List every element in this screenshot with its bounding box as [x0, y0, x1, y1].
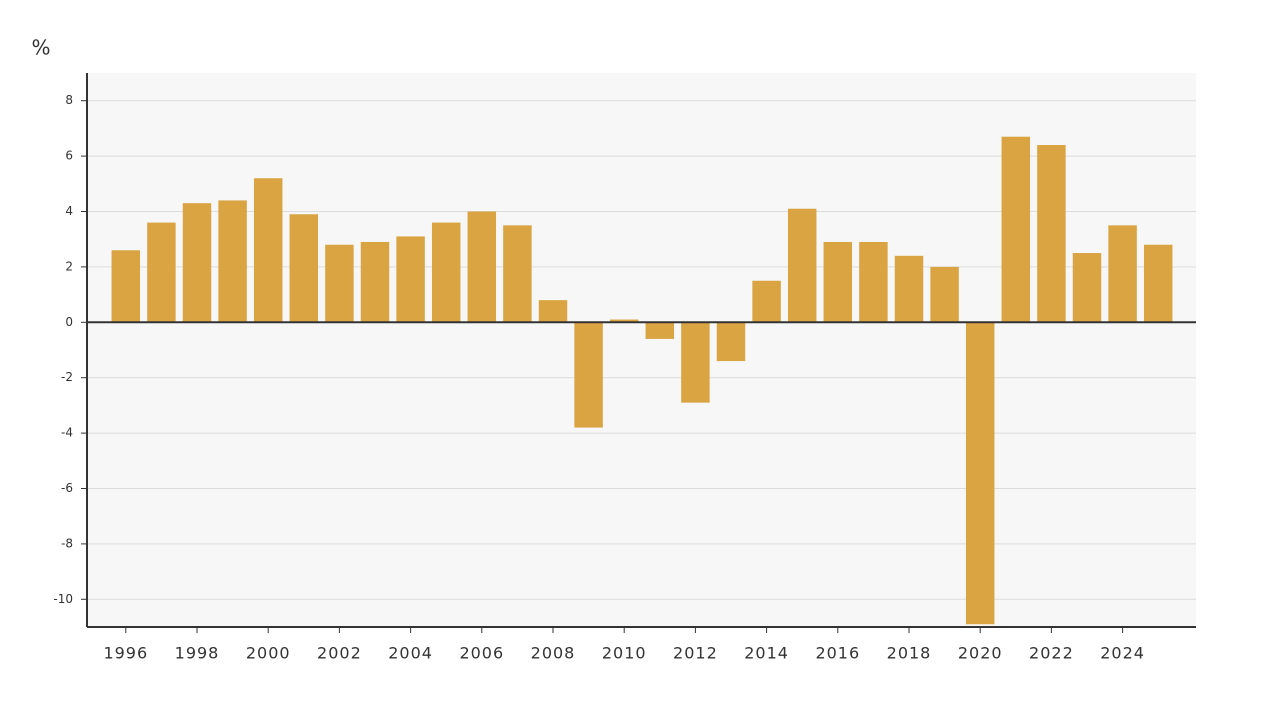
x-tick-label: 2022: [1029, 644, 1074, 663]
x-tick-label: 2024: [1100, 644, 1145, 663]
y-tick-label: 2: [65, 259, 73, 273]
bar: [218, 200, 247, 323]
bar: [503, 225, 532, 323]
bar: [716, 322, 746, 362]
bar: [965, 322, 995, 625]
x-tick-label: 1996: [103, 644, 148, 663]
x-tick-label: 2014: [744, 644, 789, 663]
bar: [1037, 145, 1066, 323]
bar: [289, 214, 319, 323]
bar: [253, 178, 283, 323]
y-axis-label: %: [31, 36, 50, 60]
y-tick-label: 0: [65, 315, 73, 329]
x-tick-label: 2002: [317, 644, 362, 663]
bar: [752, 280, 781, 323]
x-tick-label: 2006: [459, 644, 504, 663]
x-tick-label: 2004: [388, 644, 433, 663]
bar: [111, 250, 141, 323]
bar: [823, 241, 853, 323]
y-tick-label: -8: [61, 536, 73, 550]
bar: [930, 266, 959, 323]
bar: [325, 244, 354, 323]
bar: [859, 241, 888, 323]
bar: [396, 236, 425, 323]
bar: [538, 300, 568, 323]
bar: [1072, 253, 1102, 323]
x-tick-label: 2020: [958, 644, 1003, 663]
bar: [182, 203, 212, 323]
bar: [894, 255, 924, 323]
y-tick-label: 4: [65, 204, 73, 218]
bar: [147, 222, 176, 323]
bar: [467, 211, 497, 323]
bar: [574, 322, 603, 428]
y-tick-label: 6: [65, 149, 73, 163]
bar: [1143, 244, 1173, 323]
x-tick-label: 2000: [246, 644, 291, 663]
y-tick-label: 8: [65, 93, 73, 107]
bar: [1001, 136, 1031, 323]
x-tick-label: 2012: [673, 644, 718, 663]
bar: [431, 222, 461, 323]
bar: [360, 241, 390, 323]
y-tick-label: -4: [61, 426, 73, 440]
x-tick-label: 2010: [602, 644, 647, 663]
bar: [681, 322, 710, 403]
bar: [1108, 225, 1137, 323]
x-tick-label: 1998: [175, 644, 220, 663]
bar: [645, 322, 675, 339]
x-tick-label: 2016: [815, 644, 860, 663]
y-tick-label: -10: [53, 592, 73, 606]
bar: [787, 208, 817, 323]
x-tick-label: 2008: [531, 644, 576, 663]
bar: [609, 319, 639, 323]
y-tick-label: -6: [61, 481, 73, 495]
x-tick-label: 2018: [887, 644, 932, 663]
y-tick-label: -2: [61, 370, 73, 384]
